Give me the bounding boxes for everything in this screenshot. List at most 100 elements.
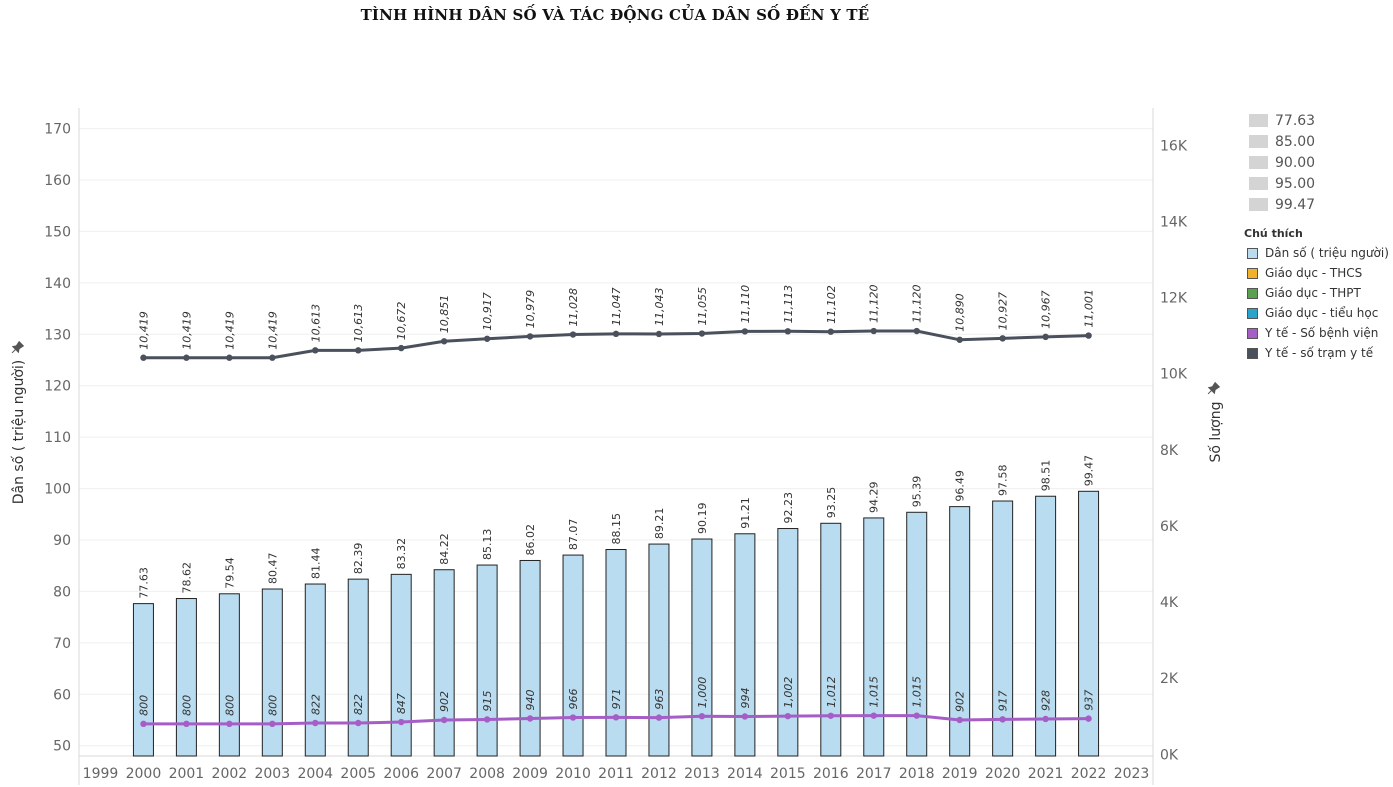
bar-data-label: 89.21 — [653, 508, 666, 540]
line-point — [956, 336, 963, 343]
x-tick-label: 2017 — [856, 766, 892, 782]
size-legend-item[interactable]: 85.00 — [1249, 131, 1315, 152]
y-tick-label: 90 — [53, 533, 71, 549]
line-data-label: 963 — [653, 689, 666, 710]
line-data-label: 822 — [352, 694, 365, 715]
line-data-label: 1,000 — [696, 677, 709, 709]
size-swatch — [1249, 177, 1268, 190]
line-point — [483, 716, 491, 723]
pin-icon[interactable] — [9, 340, 25, 356]
y2-tick-label: 12K — [1160, 291, 1188, 307]
size-legend-item[interactable]: 77.63 — [1249, 110, 1315, 131]
size-legend-item[interactable]: 95.00 — [1249, 173, 1315, 194]
line-point — [913, 327, 920, 335]
x-tick-label: 2008 — [469, 766, 505, 782]
y-tick-label: 80 — [53, 584, 71, 600]
y2-axis-title: Số lượng — [1207, 402, 1224, 463]
line-data-label: 822 — [309, 694, 322, 715]
line-data-label: 11,043 — [653, 287, 666, 326]
bar-data-label: 88.15 — [610, 513, 623, 545]
bar-data-label: 95.39 — [911, 476, 924, 508]
legend-label: Y tế - số trạm y tế — [1265, 346, 1374, 360]
line-data-label: 10,419 — [266, 311, 279, 350]
bar — [390, 573, 412, 757]
bar — [519, 559, 541, 757]
line-data-label: 915 — [481, 690, 494, 711]
legend-label: Giáo dục - THPT — [1265, 286, 1361, 300]
line-data-label: 1,002 — [782, 677, 795, 709]
bar — [347, 578, 369, 757]
line-point — [612, 330, 620, 338]
bar — [1078, 490, 1100, 757]
x-tick-label: 2015 — [770, 766, 806, 782]
x-tick-label: 2019 — [942, 766, 978, 782]
y-tick-label: 70 — [53, 636, 71, 652]
y-tick-label: 50 — [53, 739, 71, 755]
line-point — [355, 719, 362, 727]
legend-swatch — [1247, 347, 1258, 359]
y-tick-label: 120 — [44, 379, 71, 395]
size-legend-item[interactable]: 99.47 — [1249, 194, 1315, 215]
y2-tick-label: 2K — [1160, 671, 1179, 687]
bar-data-label: 91.21 — [739, 497, 752, 529]
y-tick-label: 110 — [44, 430, 71, 446]
bar — [304, 583, 326, 757]
bar-data-label: 82.39 — [352, 543, 365, 575]
bar — [1035, 495, 1057, 757]
x-tick-label: 2006 — [383, 766, 419, 782]
bar-data-label: 98.51 — [1040, 460, 1053, 492]
line-data-label: 10,419 — [137, 311, 150, 350]
line-point — [440, 716, 448, 724]
bar-data-label: 77.63 — [137, 567, 150, 599]
legend-item[interactable]: Dân số ( triệu người) — [1244, 243, 1389, 263]
x-tick-label: 2011 — [598, 766, 634, 782]
line-point — [569, 714, 577, 721]
line-data-label: 10,851 — [438, 295, 451, 334]
line-point — [741, 328, 749, 335]
line-point — [569, 331, 577, 338]
line-point — [312, 719, 319, 727]
line-point — [1042, 333, 1049, 341]
bar — [648, 543, 670, 757]
y-tick-label: 170 — [44, 122, 71, 138]
legend-label: Giáo dục - THCS — [1265, 266, 1363, 280]
size-legend-label: 99.47 — [1275, 196, 1316, 213]
chart-title: TÌNH HÌNH DÂN SỐ VÀ TÁC ĐỘNG CỦA DÂN SỐ … — [360, 6, 870, 24]
legend-item[interactable]: Giáo dục - THCS — [1244, 263, 1389, 283]
x-tick-label: 2009 — [512, 766, 548, 782]
line-data-label: 10,890 — [954, 293, 967, 332]
line-point — [398, 718, 405, 726]
size-legend-item[interactable]: 90.00 — [1249, 152, 1315, 173]
line-point — [526, 715, 534, 722]
x-tick-label: 2002 — [212, 766, 248, 782]
pin-icon[interactable] — [1205, 381, 1221, 397]
legend-item[interactable]: Giáo dục - THPT — [1244, 283, 1389, 303]
legend-label: Y tế - Số bệnh viện — [1265, 326, 1379, 340]
bar — [261, 588, 283, 757]
line-point — [483, 335, 491, 342]
line-point — [999, 335, 1006, 342]
line-data-label: 10,613 — [309, 304, 322, 343]
legend-item[interactable]: Y tế - Số bệnh viện — [1244, 323, 1389, 343]
legend-item[interactable]: Giáo dục - tiểu học — [1244, 303, 1389, 323]
x-tick-label: 2005 — [340, 766, 376, 782]
line-point — [870, 712, 877, 719]
line-data-label: 11,110 — [739, 285, 752, 324]
line-data-label: 1,015 — [911, 676, 924, 708]
line-data-label: 940 — [524, 690, 537, 711]
line-data-label: 11,028 — [567, 288, 580, 327]
x-tick-label: 2021 — [1028, 766, 1064, 782]
line-data-label: 994 — [739, 687, 752, 708]
bar-data-label: 92.23 — [782, 492, 795, 524]
x-tick-label: 1999 — [83, 766, 119, 782]
x-tick-label: 2022 — [1071, 766, 1107, 782]
legend-item[interactable]: Y tế - số trạm y tế — [1244, 343, 1389, 363]
y2-tick-label: 4K — [1160, 595, 1179, 611]
line-data-label: 966 — [567, 689, 580, 710]
line-point — [698, 330, 706, 337]
line-data-label: 11,055 — [696, 287, 709, 326]
bar — [906, 511, 928, 757]
line-point — [269, 354, 276, 361]
bar — [691, 538, 713, 757]
